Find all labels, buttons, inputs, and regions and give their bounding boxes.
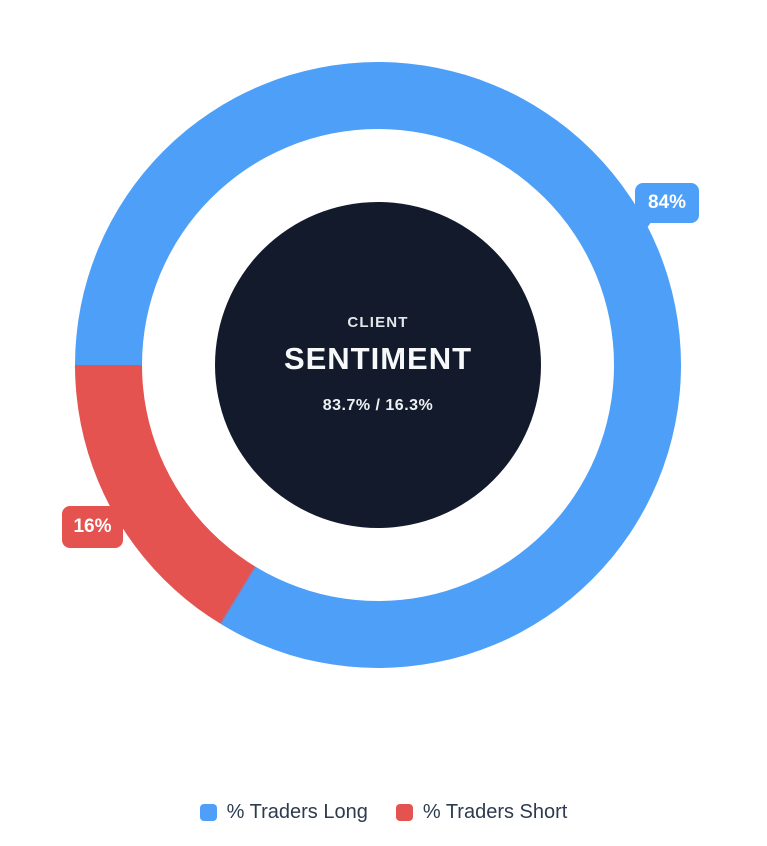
long-percentage-badge: 84% xyxy=(635,183,699,240)
center-values: 83.7% / 16.3% xyxy=(322,397,434,414)
center-kicker: CLIENT xyxy=(347,314,409,331)
short-percentage-badge: 16% xyxy=(62,500,126,548)
legend-label-short: % Traders Short xyxy=(422,801,568,823)
center-disc: CLIENT SENTIMENT 83.7% / 16.3% xyxy=(215,202,541,528)
legend-label-long: % Traders Long xyxy=(226,801,368,823)
center-title: SENTIMENT xyxy=(283,341,473,376)
legend-item-traders-short[interactable]: % Traders Short xyxy=(395,800,568,824)
legend: % Traders Long % Traders Short xyxy=(0,800,767,824)
legend-item-traders-long[interactable]: % Traders Long xyxy=(199,800,368,824)
short-percentage-label: 16% xyxy=(73,516,112,537)
legend-swatch-long xyxy=(199,803,217,821)
legend-swatch-short xyxy=(395,803,413,821)
long-percentage-label: 84% xyxy=(647,192,687,213)
